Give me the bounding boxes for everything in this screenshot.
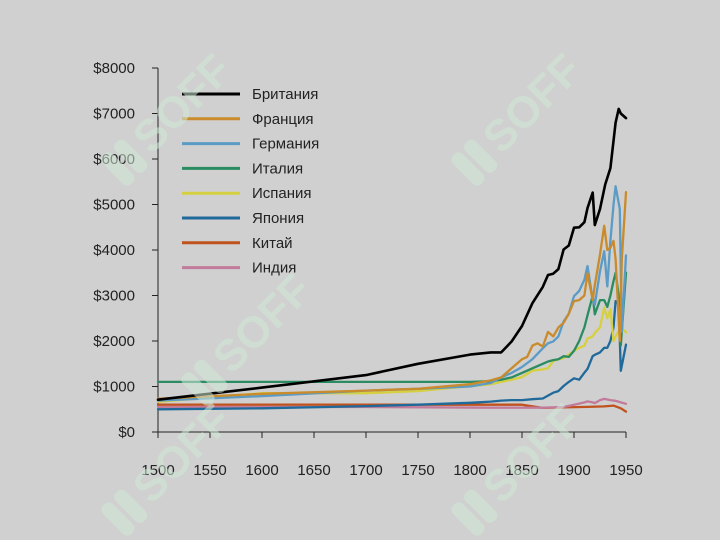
x-tick-label: 1950 [609, 462, 642, 479]
series-line-6 [156, 300, 628, 411]
legend-label: Германия [252, 136, 319, 153]
series-line-1 [156, 107, 628, 402]
legend-label: Франция [252, 111, 313, 128]
y-tick-label: $8000 [93, 60, 135, 77]
y-tick-label: $1000 [93, 379, 135, 396]
legend-label: Индия [252, 260, 296, 277]
y-tick-label: $5000 [93, 197, 135, 214]
series-line-5 [156, 306, 628, 404]
x-tick-label: 1600 [245, 462, 278, 479]
legend-label: Япония [252, 210, 304, 227]
legend-label: Испания [252, 185, 312, 202]
y-tick-label: $7000 [93, 106, 135, 123]
x-tick-label: 1700 [349, 462, 382, 479]
legend-label: Китай [252, 235, 293, 252]
x-tick-label: 1750 [401, 462, 434, 479]
series-lines [156, 107, 628, 413]
x-tick-label: 1900 [557, 462, 590, 479]
x-tick-label: 1500 [141, 462, 174, 479]
legend-label: Британия [252, 86, 318, 103]
legend-label: Италия [252, 160, 303, 177]
y-tick-label: $2000 [93, 333, 135, 350]
series-line-2 [156, 191, 628, 400]
y-tick-label: $6000 [93, 151, 135, 168]
y-tick-label: $3000 [93, 288, 135, 305]
x-tick-label: 1850 [505, 462, 538, 479]
x-tick-label: 1550 [193, 462, 226, 479]
chart-legend: Британия Франция Германия Италия Испания Япон… [182, 86, 319, 277]
x-tick-label: 1800 [453, 462, 486, 479]
y-tick-label: $4000 [93, 242, 135, 259]
series-line-8 [156, 397, 628, 409]
y-tick-label: $0 [118, 424, 135, 441]
series-line-4 [156, 271, 628, 384]
chart-axes: $0 $1000 $2000 $3000 $4000 $5000 $6000 $7000 $80… [93, 60, 642, 479]
x-tick-label: 1650 [297, 462, 330, 479]
